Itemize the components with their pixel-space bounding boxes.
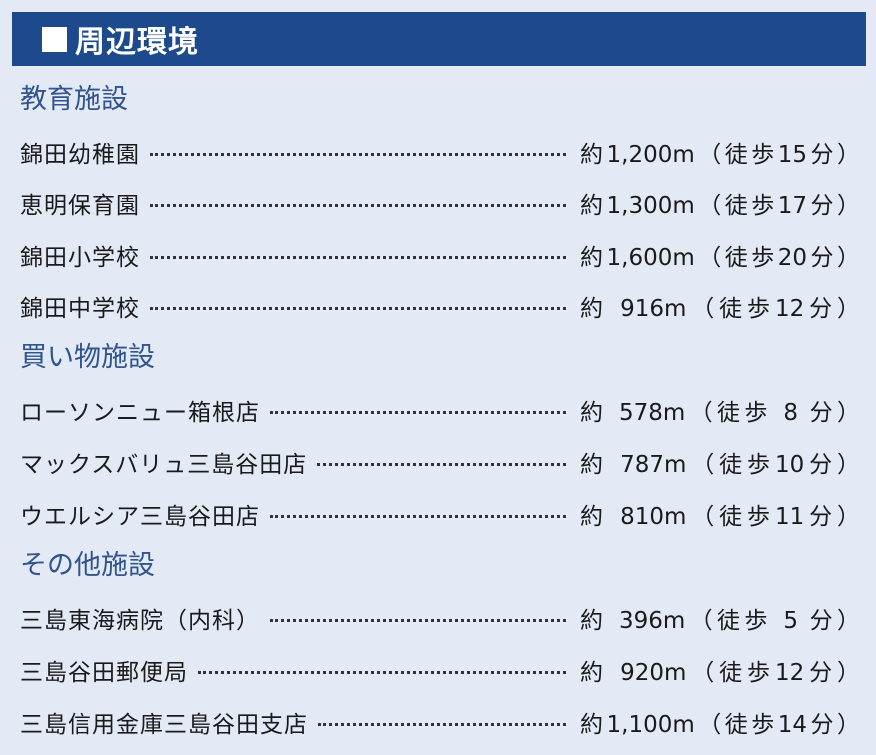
page-title: 周辺環境 bbox=[75, 25, 199, 60]
dot-leader bbox=[150, 255, 566, 259]
category-heading: その他施設 bbox=[20, 550, 155, 581]
facility-distance: 約 920m（徒歩12分） bbox=[580, 660, 860, 686]
square-icon bbox=[42, 26, 67, 52]
facility-row: 三島東海病院（内科） 約 396m（徒歩 5 分） bbox=[20, 598, 860, 638]
facility-row: 三島谷田郵便局 約 920m（徒歩12分） bbox=[20, 650, 860, 690]
dot-leader bbox=[270, 514, 566, 518]
dot-leader bbox=[318, 722, 566, 726]
facility-row: ウエルシア三島谷田店 約 810m（徒歩11分） bbox=[20, 494, 860, 534]
facility-row: 恵明保育園 約1,300m（徒歩17分） bbox=[20, 183, 860, 223]
facility-name: 錦田中学校 bbox=[20, 296, 140, 322]
facility-distance: 約 578m（徒歩 8 分） bbox=[580, 400, 860, 426]
facility-name: 恵明保育園 bbox=[20, 193, 140, 219]
facility-distance: 約 396m（徒歩 5 分） bbox=[580, 608, 860, 634]
dot-leader bbox=[317, 462, 566, 466]
facility-row: 錦田幼稚園 約1,200m（徒歩15分） bbox=[20, 132, 860, 172]
category-heading: 買い物施設 bbox=[20, 342, 155, 373]
facility-distance: 約1,200m（徒歩15分） bbox=[580, 142, 860, 168]
dot-leader bbox=[150, 152, 566, 156]
facility-distance: 約1,600m（徒歩20分） bbox=[580, 245, 860, 271]
facility-row: 三島信用金庫三島谷田支店 約1,100m（徒歩14分） bbox=[20, 702, 860, 742]
facility-name: マックスバリュ三島谷田店 bbox=[20, 452, 308, 478]
facility-row: ローソンニュー箱根店 約 578m（徒歩 8 分） bbox=[20, 390, 860, 430]
facility-name: 錦田小学校 bbox=[20, 245, 140, 271]
facility-distance: 約1,300m（徒歩17分） bbox=[580, 193, 860, 219]
facility-name: 錦田幼稚園 bbox=[20, 142, 140, 168]
facility-name: ウエルシア三島谷田店 bbox=[20, 504, 260, 530]
section-header: 周辺環境 bbox=[12, 12, 866, 66]
facility-name: ローソンニュー箱根店 bbox=[20, 400, 260, 426]
facility-row: 錦田小学校 約1,600m（徒歩20分） bbox=[20, 235, 860, 275]
facility-row: 錦田中学校 約 916m（徒歩12分） bbox=[20, 286, 860, 326]
category-heading: 教育施設 bbox=[20, 84, 128, 115]
facility-distance: 約 916m（徒歩12分） bbox=[580, 296, 860, 322]
facility-row: マックスバリュ三島谷田店 約 787m（徒歩10分） bbox=[20, 442, 860, 482]
facility-name: 三島谷田郵便局 bbox=[20, 660, 188, 686]
facility-name: 三島信用金庫三島谷田支店 bbox=[20, 712, 308, 738]
facility-distance: 約 810m（徒歩11分） bbox=[580, 504, 860, 530]
facility-distance: 約 787m（徒歩10分） bbox=[580, 452, 860, 478]
dot-leader bbox=[270, 410, 566, 414]
dot-leader bbox=[150, 203, 566, 207]
dot-leader bbox=[270, 618, 566, 622]
dot-leader bbox=[150, 306, 566, 310]
facility-distance: 約1,100m（徒歩14分） bbox=[580, 712, 860, 738]
facility-name: 三島東海病院（内科） bbox=[20, 608, 260, 634]
dot-leader bbox=[198, 670, 566, 674]
